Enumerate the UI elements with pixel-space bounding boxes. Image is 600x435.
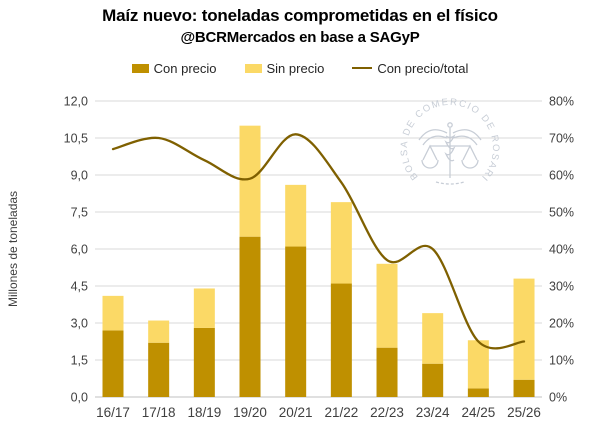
left-axis-tick: 4,5 (71, 280, 88, 294)
x-axis-tick: 22/23 (370, 405, 404, 420)
right-axis-tick: 0% (549, 391, 567, 405)
bar-con-precio (239, 236, 261, 397)
x-axis-tick: 23/24 (416, 405, 450, 420)
legend-item-con-precio-total: Con precio/total (352, 61, 468, 76)
bar-con-precio (376, 347, 398, 397)
left-axis-tick: 6,0 (71, 243, 88, 257)
bar-sin-precio (330, 202, 352, 284)
right-axis-tick: 70% (549, 132, 574, 146)
right-axis-tick: 20% (549, 317, 574, 331)
x-axis-tick: 21/22 (324, 405, 358, 420)
legend-label-sin-precio: Sin precio (266, 60, 325, 76)
x-axis-tick: 24/25 (461, 405, 495, 420)
left-axis-tick: 12,0 (64, 95, 88, 109)
legend-line-swatch-con-precio-total (352, 67, 373, 69)
right-axis-tick: 80% (549, 95, 574, 109)
bar-sin-precio (467, 340, 489, 389)
left-axis-tick: 3,0 (71, 317, 88, 331)
bar-sin-precio (376, 263, 398, 348)
bar-con-precio (193, 327, 215, 397)
x-axis-tick: 25/26 (507, 405, 541, 420)
bar-sin-precio (193, 288, 215, 328)
legend-item-sin-precio: Sin precio (244, 60, 325, 76)
bar-con-precio (422, 363, 444, 397)
right-axis-tick: 40% (549, 243, 574, 257)
legend: Con precio Sin precio Con precio/total (0, 58, 600, 78)
left-axis-title: Millones de toneladas (6, 191, 20, 307)
legend-swatch-sin-precio (244, 63, 262, 73)
bar-con-precio (467, 388, 489, 397)
bar-con-precio (285, 246, 307, 397)
bar-con-precio (102, 330, 124, 397)
page-subtitle: @BCRMercados en base a SAGyP (180, 29, 420, 46)
x-axis-tick: 18/19 (187, 405, 221, 420)
x-axis-tick: 19/20 (233, 405, 267, 420)
bar-sin-precio (513, 278, 535, 380)
left-axis-tick: 7,5 (71, 206, 88, 220)
x-axis-tick: 16/17 (96, 405, 130, 420)
right-axis-tick: 50% (549, 206, 574, 220)
legend-item-con-precio: Con precio (131, 60, 217, 76)
bar-con-precio (148, 342, 170, 397)
bar-sin-precio (102, 295, 124, 331)
left-axis-tick: 0,0 (71, 391, 88, 405)
bar-sin-precio (148, 320, 170, 343)
left-axis-tick: 10,5 (64, 132, 88, 146)
bar-sin-precio (239, 125, 261, 237)
left-axis-tick: 1,5 (71, 354, 88, 368)
left-axis-tick: 9,0 (71, 169, 88, 183)
right-axis-tick: 60% (549, 169, 574, 183)
page-title: Maíz nuevo: toneladas comprometidas en e… (102, 6, 498, 25)
bar-con-precio (330, 283, 352, 397)
legend-label-con-precio: Con precio (153, 60, 217, 76)
right-axis-tick: 30% (549, 280, 574, 294)
legend-swatch-con-precio (131, 63, 149, 73)
x-axis-tick: 17/18 (142, 405, 176, 420)
caduceus-scales-icon (418, 122, 482, 185)
x-axis-tick: 20/21 (279, 405, 313, 420)
right-axis-tick: 10% (549, 354, 574, 368)
bar-con-precio (513, 379, 535, 397)
legend-label-con-precio-total: Con precio/total (377, 60, 469, 76)
bar-sin-precio (285, 184, 307, 247)
line-con-precio-total (111, 133, 526, 350)
bar-sin-precio (422, 313, 444, 364)
